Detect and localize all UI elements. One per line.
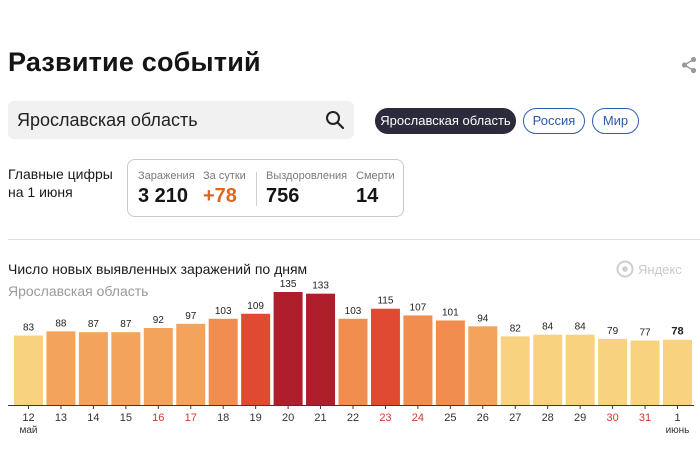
bar <box>273 292 303 405</box>
bar-value-label: 97 <box>185 311 197 322</box>
bar <box>533 334 563 405</box>
bar-value-label: 135 <box>280 279 297 290</box>
bar-value-label: 109 <box>247 301 264 312</box>
region-search-input[interactable] <box>17 109 317 131</box>
bar-value-label: 94 <box>477 313 489 324</box>
bar <box>306 293 336 405</box>
bar-value-label: 84 <box>575 322 587 333</box>
bar <box>208 318 238 405</box>
x-tick-label: 26 <box>477 412 489 424</box>
deaths-caption: Смерти <box>356 170 395 182</box>
x-tick-label: 28 <box>542 412 554 424</box>
bar-value-label: 77 <box>639 328 651 339</box>
deaths-value: 14 <box>356 185 379 207</box>
x-tick-label: 14 <box>87 412 99 424</box>
bar <box>370 308 400 405</box>
bar-value-label: 92 <box>153 315 165 326</box>
bar <box>598 338 628 405</box>
tab-yaroslavl-region[interactable]: Ярославская область <box>375 108 516 134</box>
x-tick-label: 19 <box>250 412 262 424</box>
tab-world[interactable]: Мир <box>592 108 639 134</box>
daily-caption: За сутки <box>203 170 246 182</box>
x-tick-label: 17 <box>185 412 197 424</box>
summary-label: Главные цифры на 1 июня <box>8 165 113 201</box>
stats-card: Заражения 3 210 За сутки +78 Выздоровлен… <box>127 159 404 217</box>
x-tick-label: 27 <box>509 412 521 424</box>
bar-value-label: 79 <box>607 326 619 337</box>
bar <box>111 332 141 405</box>
summary-label-line2: на 1 июня <box>8 184 73 200</box>
recovered-value: 756 <box>266 185 300 207</box>
bar-value-label: 83 <box>23 323 35 334</box>
bar <box>143 327 173 405</box>
yandex-logo-icon <box>616 260 634 278</box>
x-tick-label: 25 <box>444 412 456 424</box>
tab-russia[interactable]: Россия <box>523 108 585 134</box>
share-icon[interactable] <box>681 56 697 74</box>
x-tick-label: 22 <box>347 412 359 424</box>
bar-value-label: 103 <box>215 306 232 317</box>
bar <box>176 323 206 405</box>
x-tick-label: 15 <box>120 412 132 424</box>
yandex-watermark: Яндекс <box>616 260 682 278</box>
daily-value: +78 <box>203 185 237 207</box>
x-tick-label: 31 <box>639 412 651 424</box>
bar <box>565 334 595 405</box>
x-tick-label: 30 <box>606 412 618 424</box>
search-icon[interactable] <box>325 110 345 130</box>
recovered-caption: Выздоровления <box>266 170 348 182</box>
chart-title: Число новых выявленных заражений по дням <box>8 261 308 277</box>
bar-value-label: 107 <box>410 302 427 313</box>
bar <box>78 332 108 405</box>
bar <box>435 320 465 405</box>
x-tick-label: 21 <box>314 412 326 424</box>
bar <box>468 326 498 405</box>
x-tick-label: 13 <box>55 412 67 424</box>
x-tick-label: 24 <box>412 412 424 424</box>
bar-value-label: 87 <box>120 319 132 330</box>
bar-value-label: 133 <box>312 281 329 292</box>
x-tick-label: 16 <box>152 412 164 424</box>
bar-value-label: 101 <box>442 307 459 318</box>
x-tick-label: 18 <box>217 412 229 424</box>
bar-value-label: 115 <box>377 296 393 307</box>
bar <box>663 339 692 405</box>
x-tick-label: 29 <box>574 412 586 424</box>
summary-label-line1: Главные цифры <box>8 166 113 182</box>
bar-value-label: 88 <box>55 318 67 329</box>
bar-value-label: 87 <box>88 319 100 330</box>
infections-value: 3 210 <box>138 185 189 207</box>
page-title: Развитие событий <box>8 47 261 77</box>
x-tick-label: 20 <box>282 412 294 424</box>
bar-value-label: 103 <box>345 306 362 317</box>
bar <box>338 318 368 405</box>
bar <box>14 335 43 405</box>
bar <box>46 331 76 405</box>
x-tick-label: 12 <box>22 412 34 424</box>
chart-subtitle: Ярославская область <box>8 283 149 299</box>
bar-value-label: 82 <box>510 323 522 334</box>
stats-divider <box>256 172 257 206</box>
x-tick-label: 1 <box>674 412 680 424</box>
watermark-text: Яндекс <box>638 261 682 277</box>
bar <box>630 340 660 405</box>
section-divider <box>8 239 700 240</box>
bar <box>500 336 530 405</box>
x-month-label: май <box>19 425 37 436</box>
bar-value-label: 84 <box>542 322 554 333</box>
x-tick-label: 23 <box>379 412 391 424</box>
bar <box>241 313 271 405</box>
x-month-label: июнь <box>666 425 690 436</box>
bar <box>403 315 433 405</box>
infections-caption: Заражения <box>138 170 195 182</box>
search-box <box>8 101 354 139</box>
bar-value-label: 78 <box>671 326 683 338</box>
